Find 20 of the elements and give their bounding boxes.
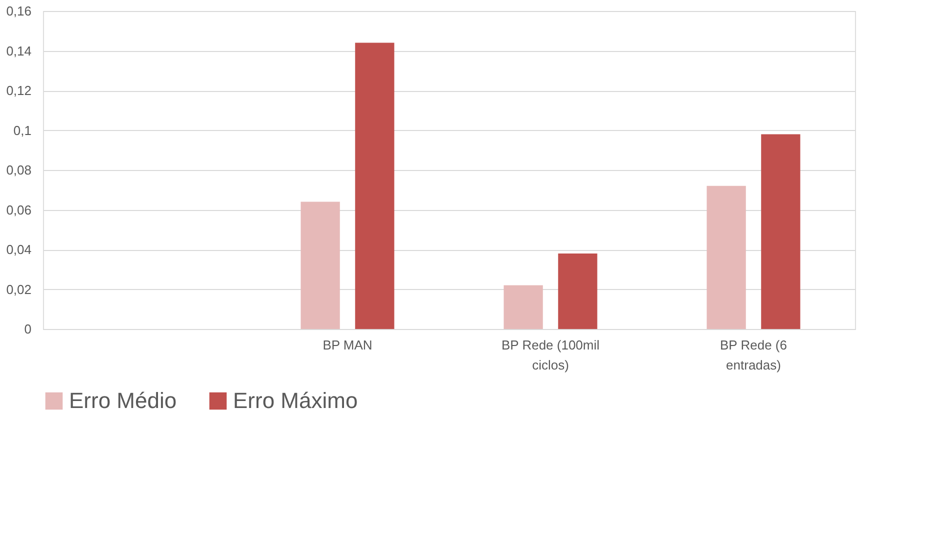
y-tick-label: 0 <box>24 322 32 336</box>
bar <box>706 186 746 329</box>
bar <box>355 42 394 329</box>
y-tick-label: 0,08 <box>6 162 32 178</box>
legend-label: Erro Máximo <box>233 388 358 413</box>
bar <box>300 202 340 329</box>
x-tick-label: BP Rede (6 entradas) <box>720 338 787 372</box>
y-tick-label: 0,12 <box>6 83 32 98</box>
bar <box>504 285 543 329</box>
bar <box>761 134 800 329</box>
y-tick-label: 0,1 <box>13 122 32 138</box>
legend-label: Erro Médio <box>69 388 177 413</box>
bar <box>558 253 598 329</box>
y-tick-label: 0,14 <box>6 43 32 58</box>
y-tick-label: 0,04 <box>6 242 32 257</box>
y-tick-label: 0,16 <box>6 4 32 18</box>
x-tick-label: BP MAN <box>322 338 372 352</box>
y-tick-label: 0,02 <box>6 282 32 297</box>
x-tick-label: BP Rede (100mil ciclos) <box>501 338 600 372</box>
y-tick-label: 0,06 <box>6 202 32 218</box>
